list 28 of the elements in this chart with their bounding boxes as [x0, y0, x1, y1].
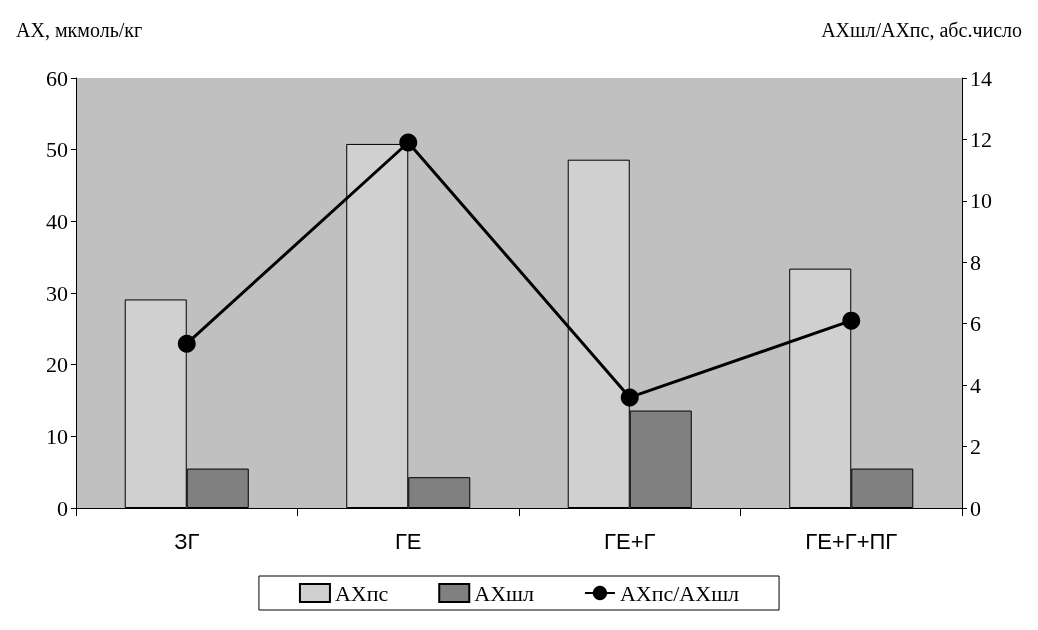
- y2-tick-label: 8: [970, 249, 981, 275]
- legend-label: АХшл: [474, 580, 534, 606]
- x-tick-label: ГЕ+Г+ПГ: [805, 528, 898, 554]
- y2-tick-label: 10: [970, 188, 992, 214]
- x-tick-label: ЗГ: [174, 528, 200, 554]
- y-tick-label: 0: [57, 495, 68, 521]
- y2-tick-label: 0: [970, 495, 981, 521]
- y-axis-title: АХ, мкмоль/кг: [16, 19, 143, 41]
- y2-tick-label: 14: [970, 65, 992, 91]
- y2-axis-title: АХшл/АХпс, абс.число: [821, 19, 1022, 41]
- legend-label: АХпс: [334, 580, 389, 606]
- y-tick-label: 30: [46, 280, 68, 306]
- y2-tick-label: 12: [970, 126, 992, 152]
- x-tick-label: ГЕ+Г: [604, 528, 656, 554]
- point: [620, 388, 639, 407]
- point: [842, 311, 861, 330]
- y-tick-label: 20: [46, 352, 68, 378]
- y-tick-label: 10: [46, 423, 68, 449]
- y2-tick-label: 4: [970, 372, 981, 398]
- y-tick-label: 40: [46, 208, 68, 234]
- y2-tick-label: 6: [970, 311, 981, 337]
- point: [399, 133, 418, 152]
- point: [177, 334, 196, 353]
- y-tick-label: 60: [46, 65, 68, 91]
- x-tick-label: ГЕ: [394, 528, 422, 554]
- y2-tick-label: 2: [970, 434, 981, 460]
- y-tick-label: 50: [46, 137, 68, 163]
- legend-label: АХпс/АХшл: [619, 580, 740, 606]
